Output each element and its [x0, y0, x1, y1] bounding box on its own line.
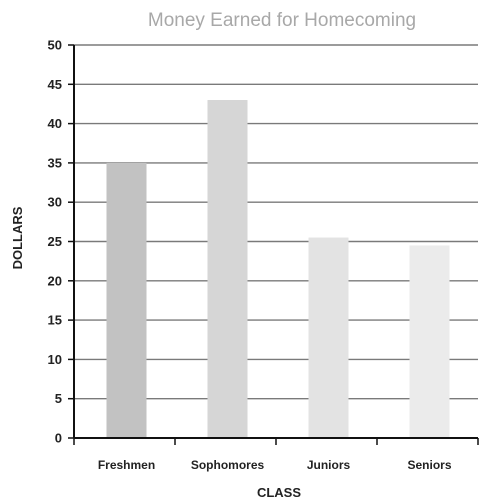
- bar: [308, 237, 349, 438]
- x-axis-label: CLASS: [257, 485, 301, 500]
- y-tick-label: 25: [48, 234, 62, 249]
- y-tick-label: 15: [48, 313, 62, 328]
- y-tick-labels: 0 5 10 15 20 25 30 35 40 45 50: [48, 38, 62, 446]
- y-tick-label: 40: [48, 116, 62, 131]
- x-tick-labels: Freshmen Sophomores Juniors Seniors: [98, 458, 452, 472]
- y-tick-label: 20: [48, 273, 62, 288]
- bar: [409, 245, 450, 438]
- axes: [68, 44, 479, 445]
- y-tick-label: 30: [48, 195, 62, 210]
- x-tick-label: Sophomores: [191, 458, 265, 472]
- bars: [106, 100, 450, 439]
- x-tick-label: Freshmen: [98, 458, 155, 472]
- y-tick-label: 5: [55, 391, 62, 406]
- y-tick-label: 50: [48, 38, 62, 53]
- y-tick-label: 10: [48, 352, 62, 367]
- y-axis-label: DOLLARS: [10, 206, 25, 269]
- x-tick-label: Juniors: [307, 458, 351, 472]
- y-tick-label: 0: [55, 431, 62, 446]
- y-tick-label: 45: [48, 77, 62, 92]
- x-tick-label: Seniors: [407, 458, 451, 472]
- bar: [207, 100, 248, 439]
- bar: [106, 162, 147, 438]
- y-tick-label: 35: [48, 155, 62, 170]
- chart-title: Money Earned for Homecoming: [148, 10, 416, 31]
